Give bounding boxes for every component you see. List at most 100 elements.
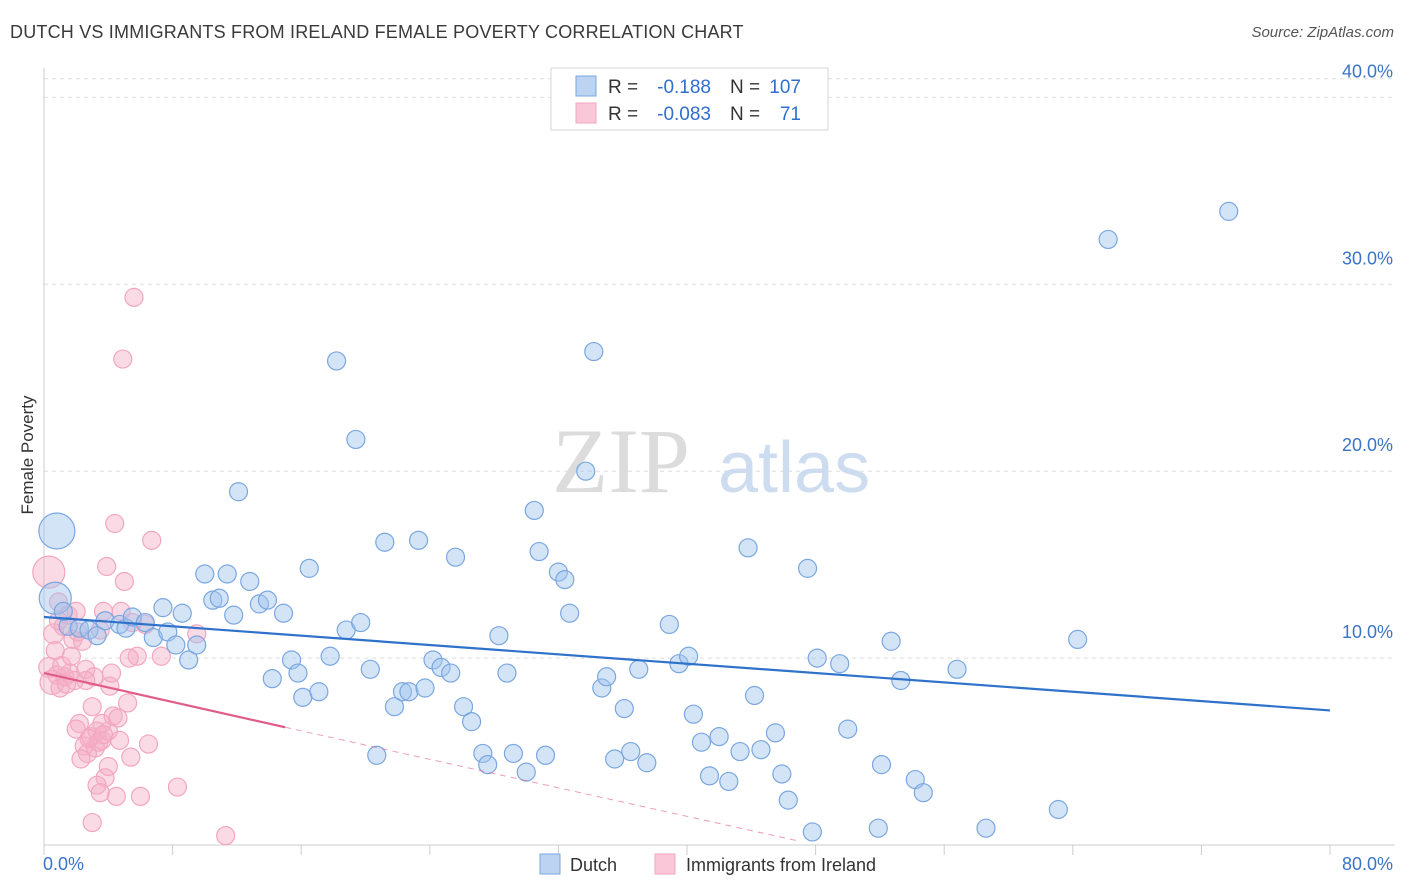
dutch-point-43 [392,682,413,702]
dutch-point-86 [765,723,786,743]
dutch-point-19 [203,590,223,610]
ireland-point-33 [101,663,122,683]
dutch-point-40 [367,745,387,765]
dutch-point-74 [659,614,679,635]
ireland-point-42 [121,747,141,767]
ireland-point-30 [97,556,117,577]
dutch-point-39 [360,659,380,679]
dutch-point-78 [691,732,712,752]
legend-swatch-ireland [575,102,597,124]
ireland-point-48 [138,734,159,754]
y-tick-label-10: 10.0% [1342,622,1393,642]
dutch-point-16 [179,650,199,670]
legend-n-value-dutch: 107 [769,77,801,98]
dutch-point-55 [489,626,509,646]
dutch-point-26 [257,590,278,610]
dutch-point-71 [621,741,641,762]
dutch-point-58 [516,762,536,782]
ireland-trend-line [43,671,286,729]
legend-r-value-ireland: -0.083 [657,104,711,125]
ireland-point-15 [69,713,89,734]
dutch-point-59 [524,500,544,521]
ireland-point-35 [105,513,125,534]
watermark-zip: ZIP [552,410,690,512]
dutch-point-73 [637,753,657,773]
ireland-point-51 [167,777,188,797]
dutch-point-27 [262,669,282,689]
ireland-point-40 [114,571,134,592]
dutch-point-106 [53,601,73,621]
dutch-point-89 [797,558,818,578]
correlation-legend: R = -0.188 N = 107 R = -0.083 N = 71 [550,67,829,131]
ireland-point-50 [151,646,171,666]
chart-source: Source: ZipAtlas.com [1251,24,1394,41]
dutch-point-70 [614,698,634,719]
dutch-point-105 [1219,201,1239,221]
dutch-point-35 [326,351,347,371]
dutch-point-102 [1048,799,1068,820]
dutch-point-66 [584,341,604,362]
ireland-point-21 [82,812,102,833]
dutch-point-96 [881,631,901,651]
dutch-trend-line [43,615,1331,712]
dutch-point-76 [679,646,699,666]
dutch-point-84 [744,685,765,706]
dutch-point-21 [217,564,237,584]
ireland-point-44 [124,287,144,307]
ireland-point-36 [106,786,126,807]
bottom-legend-label-dutch: Dutch [570,855,617,875]
dutch-point-99 [913,783,933,803]
dutch-point-88 [778,790,798,810]
dutch-point-79 [699,766,720,786]
legend-n-value-ireland: 71 [780,104,801,125]
dutch-point-57 [503,743,523,764]
dutch-point-94 [868,818,888,838]
legend-r-label-dutch: R = [608,77,638,98]
dutch-point-67 [592,678,612,698]
dutch-point-87 [772,764,792,784]
dutch-point-81 [719,771,739,792]
dutch-point-47 [423,650,443,670]
ireland-point-6 [48,592,69,612]
dutch-point-100 [947,659,967,679]
grid-lines [44,78,1395,659]
watermark-atlas: atlas [718,428,870,508]
ireland-point-39 [113,349,133,369]
ireland-point-60 [79,728,99,749]
dutch-point-64 [560,603,580,623]
dutch-point-50 [445,547,466,567]
dutch-point-23 [228,482,249,502]
dutch-point-32 [299,558,319,578]
x-tick-label-left: 0.0% [43,854,84,874]
bottom-legend-swatch-ireland [654,853,676,875]
dutch-point-93 [838,719,858,739]
dutch-point-38 [351,612,371,633]
dutch-point-80 [709,726,729,747]
ireland-point-49 [142,530,162,550]
dutch-point-63 [555,569,575,590]
dutch-point-34 [320,646,340,666]
dutch-point-92 [830,654,850,674]
dutch-point-17 [187,635,207,655]
ireland-point-54 [82,697,102,717]
dutch-point-51 [453,697,474,717]
dutch-point-77 [683,704,704,724]
dutch-point-46 [415,678,435,698]
ireland-point-63 [66,719,86,739]
dutch-point-62 [548,562,569,582]
ireland-point-65 [48,611,69,631]
dutch-point-68 [597,667,617,687]
dutch-point-0 [38,512,76,550]
dutch-point-11 [143,627,163,648]
dutch-point-15 [172,603,192,623]
dutch-point-60 [529,541,549,562]
dutch-point-82 [730,741,750,762]
y-axis-label: Female Poverty [18,395,37,515]
chart-title: DUTCH VS IMMIGRANTS FROM IRELAND FEMALE … [10,22,744,42]
y-tick-labels: 10.0% 20.0% 30.0% 40.0% [1342,61,1393,642]
series-legend: Dutch Immigrants from Ireland [539,853,876,875]
dutch-point-37 [346,429,366,450]
legend-n-label-dutch: N = [730,77,760,98]
ireland-point-58 [98,756,118,777]
dutch-point-52 [461,712,482,732]
